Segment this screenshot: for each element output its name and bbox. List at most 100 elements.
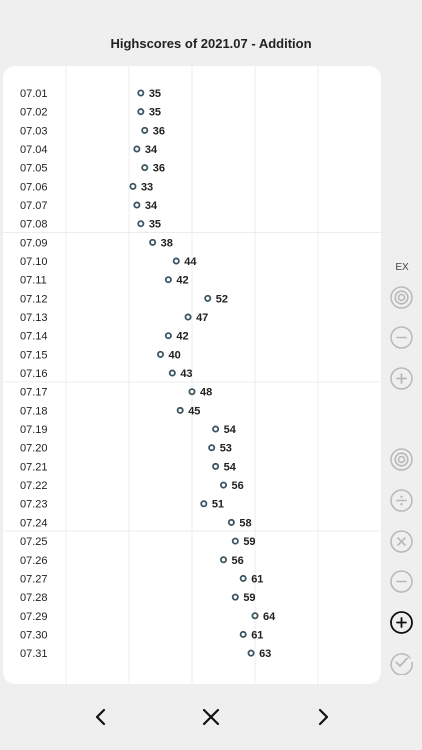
data-label: 33 [141, 181, 153, 193]
data-label: 48 [200, 387, 212, 399]
plus-circle-icon[interactable] [389, 366, 414, 391]
data-point [149, 238, 157, 246]
data-point [247, 649, 255, 657]
tick-label: 07.28 [20, 592, 48, 604]
tick-label: 07.08 [20, 219, 48, 231]
tick-label: 07.17 [20, 387, 48, 399]
data-point [231, 537, 239, 545]
tick-label: 07.27 [20, 573, 48, 585]
data-point [200, 500, 208, 508]
data-label: 51 [212, 499, 224, 511]
tick-label: 07.16 [20, 368, 48, 380]
data-point [137, 89, 145, 97]
scatter-chart: 07.01 35 07.02 35 07.03 36 07.04 34 07.05 36 07.06… [3, 66, 381, 684]
data-point [219, 481, 227, 489]
data-point [212, 425, 220, 433]
tick-label: 07.18 [20, 405, 48, 417]
divide-circle-icon[interactable] [389, 488, 414, 513]
data-point [141, 126, 149, 134]
data-label: 43 [180, 368, 192, 380]
data-label: 56 [232, 555, 244, 567]
target-icon[interactable] [389, 447, 414, 472]
data-label: 42 [176, 275, 188, 287]
data-point [251, 612, 259, 620]
data-label: 54 [224, 424, 237, 436]
data-point [141, 164, 149, 172]
data-label: 64 [263, 611, 276, 623]
data-label: 34 [145, 200, 158, 212]
data-point [164, 276, 172, 284]
data-label: 56 [232, 480, 244, 492]
tick-label: 07.31 [20, 648, 48, 660]
data-label: 61 [251, 573, 263, 585]
tick-label: 07.12 [20, 293, 48, 305]
data-label: 34 [145, 144, 158, 156]
data-point [133, 145, 141, 153]
ex-label: EX [395, 262, 409, 273]
tick-label: 07.06 [20, 181, 48, 193]
data-point [239, 574, 247, 582]
data-label: 42 [176, 331, 188, 343]
data-label: 45 [188, 405, 200, 417]
minus-circle-icon[interactable] [389, 325, 414, 350]
tick-label: 07.26 [20, 555, 48, 567]
tick-label: 07.20 [20, 443, 48, 455]
chart-card: 07.01 35 07.02 35 07.03 36 07.04 34 07.05 36 07.06… [3, 66, 381, 684]
chevron-left-icon[interactable] [88, 704, 114, 730]
data-label: 59 [243, 536, 255, 548]
data-label: 61 [251, 629, 263, 641]
tick-label: 07.11 [20, 275, 47, 287]
data-point [156, 350, 164, 358]
data-point [133, 201, 141, 209]
data-point [204, 294, 212, 302]
data-label: 44 [184, 256, 197, 268]
chevron-right-icon[interactable] [310, 704, 336, 730]
close-icon[interactable] [198, 704, 224, 730]
tick-label: 07.04 [20, 144, 48, 156]
page-title: Highscores of 2021.07 - Addition [110, 36, 312, 51]
data-point [164, 332, 172, 340]
data-label: 36 [153, 125, 165, 137]
data-label: 63 [259, 648, 271, 660]
times-circle-icon[interactable] [389, 529, 414, 554]
data-label: 35 [149, 88, 161, 100]
check-circle-icon[interactable] [389, 650, 414, 675]
data-point [212, 462, 220, 470]
data-point [172, 257, 180, 265]
data-label: 54 [224, 461, 237, 473]
data-point [188, 388, 196, 396]
plus-circle-icon[interactable] [389, 610, 414, 635]
target-icon[interactable] [389, 285, 414, 310]
tick-label: 07.13 [20, 312, 48, 324]
tick-label: 07.19 [20, 424, 48, 436]
tick-label: 07.22 [20, 480, 48, 492]
tick-label: 07.29 [20, 611, 48, 623]
data-label: 59 [243, 592, 255, 604]
data-label: 40 [169, 349, 181, 361]
data-point [168, 369, 176, 377]
data-point [137, 108, 145, 116]
data-point [231, 593, 239, 601]
tick-label: 07.30 [20, 629, 48, 641]
data-point [227, 518, 235, 526]
tick-label: 07.23 [20, 499, 48, 511]
data-label: 36 [153, 163, 165, 175]
data-label: 47 [196, 312, 208, 324]
tick-label: 07.07 [20, 200, 48, 212]
data-point [176, 406, 184, 414]
data-label: 52 [216, 293, 228, 305]
data-point [184, 313, 192, 321]
minus-circle-icon[interactable] [389, 569, 414, 594]
tick-label: 07.05 [20, 163, 48, 175]
data-point [239, 630, 247, 638]
data-point [219, 556, 227, 564]
tick-label: 07.02 [20, 107, 48, 119]
tick-label: 07.09 [20, 237, 48, 249]
data-label: 53 [220, 443, 232, 455]
data-label: 38 [161, 237, 173, 249]
tick-label: 07.15 [20, 349, 48, 361]
tick-label: 07.03 [20, 125, 48, 137]
tick-label: 07.01 [20, 88, 48, 100]
tick-label: 07.10 [20, 256, 48, 268]
tick-label: 07.21 [20, 461, 48, 473]
